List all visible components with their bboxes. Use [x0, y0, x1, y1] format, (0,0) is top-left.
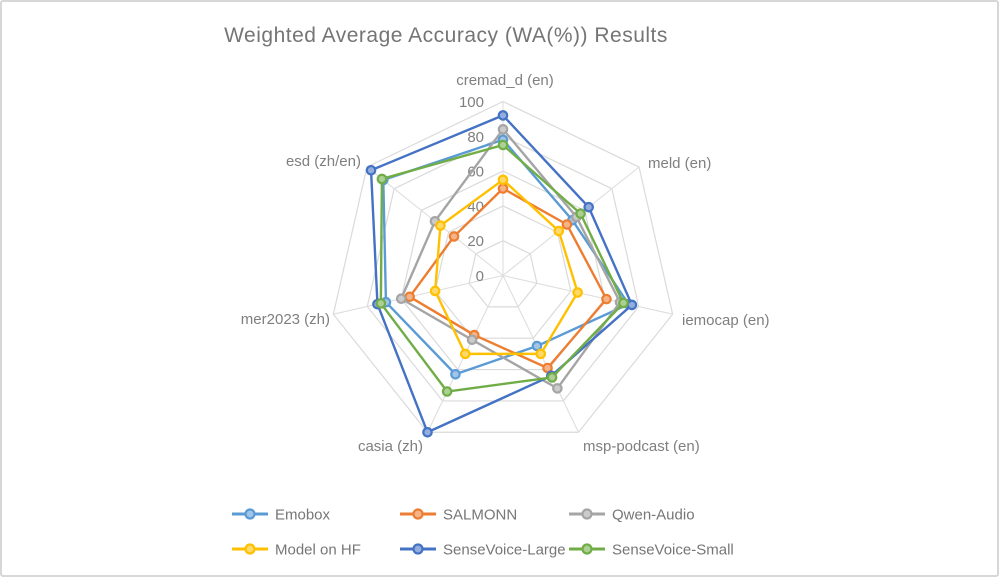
data-point-SenseVoice-Large-2 — [626, 299, 638, 311]
series-line-SenseVoice-Large — [369, 114, 634, 434]
data-point-SenseVoice-Small-0 — [497, 139, 509, 151]
legend-marker — [244, 508, 256, 520]
data-point-SenseVoice-Small-5 — [375, 298, 387, 309]
legend-marker — [412, 543, 424, 555]
data-point-SALMONN-5 — [404, 291, 415, 303]
data-point-Model on HF-1 — [553, 225, 565, 237]
grid-spoke — [333, 274, 504, 315]
series-line-Emobox — [382, 138, 630, 376]
series-line-Qwen-Audio — [400, 128, 622, 390]
data-point-Emobox-4 — [450, 368, 461, 380]
series-line-SALMONN — [408, 187, 608, 370]
legend-label: SenseVoice-Large — [443, 542, 566, 559]
series-line-SenseVoice-Small — [379, 143, 625, 393]
tick-label-60: 60 — [467, 164, 484, 181]
data-point-SALMONN-2 — [601, 293, 612, 305]
data-point-SALMONN-1 — [561, 219, 573, 230]
data-point-SenseVoice-Small-3 — [546, 372, 558, 383]
legend-item-SALMONN: SALMONN — [400, 507, 517, 524]
legend-label: Qwen-Audio — [612, 507, 695, 524]
data-point-SenseVoice-Small-4 — [441, 386, 453, 397]
chart-title: Weighted Average Accuracy (WA(%)) Result… — [224, 24, 668, 47]
data-point-Model on HF-0 — [497, 174, 509, 186]
data-point-Model on HF-2 — [572, 287, 583, 298]
tick-label-20: 20 — [467, 233, 484, 250]
data-point-SenseVoice-Small-1 — [575, 208, 586, 219]
legend-item-SenseVoice-Small: SenseVoice-Small — [569, 542, 734, 559]
legend-label: SALMONN — [443, 507, 517, 524]
data-point-SALMONN-0 — [497, 183, 509, 194]
data-point-SenseVoice-Small-2 — [618, 297, 629, 309]
axis-label-mer2023: mer2023 (zh) — [241, 311, 330, 328]
data-point-Qwen-Audio-3 — [552, 383, 563, 394]
legend-marker — [244, 543, 256, 555]
series-SenseVoice-Small — [375, 139, 629, 397]
chart-legend: Emobox SALMONN Qwen-Audio Model on HF SenseV… — [232, 507, 734, 559]
tick-label-100: 100 — [459, 94, 484, 111]
legend-item-Model on HF: Model on HF — [232, 542, 361, 559]
category-labels: cremad_d (en) meld (en) iemocap (en) msp-po… — [241, 72, 770, 455]
data-point-SenseVoice-Small-6 — [376, 173, 388, 185]
tick-label-0: 0 — [476, 268, 484, 285]
data-point-SenseVoice-Large-1 — [583, 201, 595, 213]
grid-ring-60 — [400, 170, 606, 371]
axis-label-esd: esd (zh/en) — [286, 153, 361, 170]
series-line-Model on HF — [433, 178, 579, 356]
data-point-Qwen-Audio-0 — [497, 124, 509, 135]
grid-ring-100 — [332, 100, 674, 433]
data-point-Qwen-Audio-5 — [395, 293, 407, 305]
axis-label-iemocap: iemocap (en) — [682, 312, 770, 329]
legend-marker — [581, 543, 593, 555]
axis-label-meld: meld (en) — [648, 155, 711, 172]
series-SALMONN — [404, 183, 612, 374]
grid-ring-20 — [468, 240, 538, 308]
legend-label: Emobox — [275, 507, 331, 524]
data-point-SenseVoice-Large-0 — [497, 110, 509, 121]
data-point-SALMONN-6 — [448, 231, 460, 242]
series-Model on HF — [429, 174, 583, 360]
legend-label: Model on HF — [275, 542, 361, 559]
legend-label: SenseVoice-Small — [612, 542, 734, 559]
data-point-Model on HF-4 — [459, 348, 471, 360]
data-point-Model on HF-3 — [535, 348, 547, 360]
axis-label-casia: casia (zh) — [358, 438, 423, 455]
data-point-SenseVoice-Large-6 — [365, 164, 377, 176]
legend-item-Qwen-Audio: Qwen-Audio — [569, 507, 695, 524]
legend-marker — [581, 508, 593, 520]
axis-label-cremad_d: cremad_d (en) — [456, 72, 554, 89]
legend-item-Emobox: Emobox — [232, 507, 331, 524]
tick-label-80: 80 — [467, 129, 484, 146]
legend-item-SenseVoice-Large: SenseVoice-Large — [400, 542, 566, 559]
data-point-Model on HF-6 — [435, 220, 446, 231]
data-point-Model on HF-5 — [429, 285, 441, 297]
grid-spoke — [502, 274, 673, 315]
data-point-SenseVoice-Large-4 — [422, 426, 433, 438]
legend-marker — [412, 508, 424, 520]
grid-ring-40 — [434, 205, 572, 339]
grid-ring-80 — [366, 135, 640, 402]
data-point-Qwen-Audio-4 — [466, 334, 478, 346]
axis-label-msp-podcast: msp-podcast (en) — [583, 438, 700, 455]
series-SenseVoice-Large — [365, 110, 638, 438]
